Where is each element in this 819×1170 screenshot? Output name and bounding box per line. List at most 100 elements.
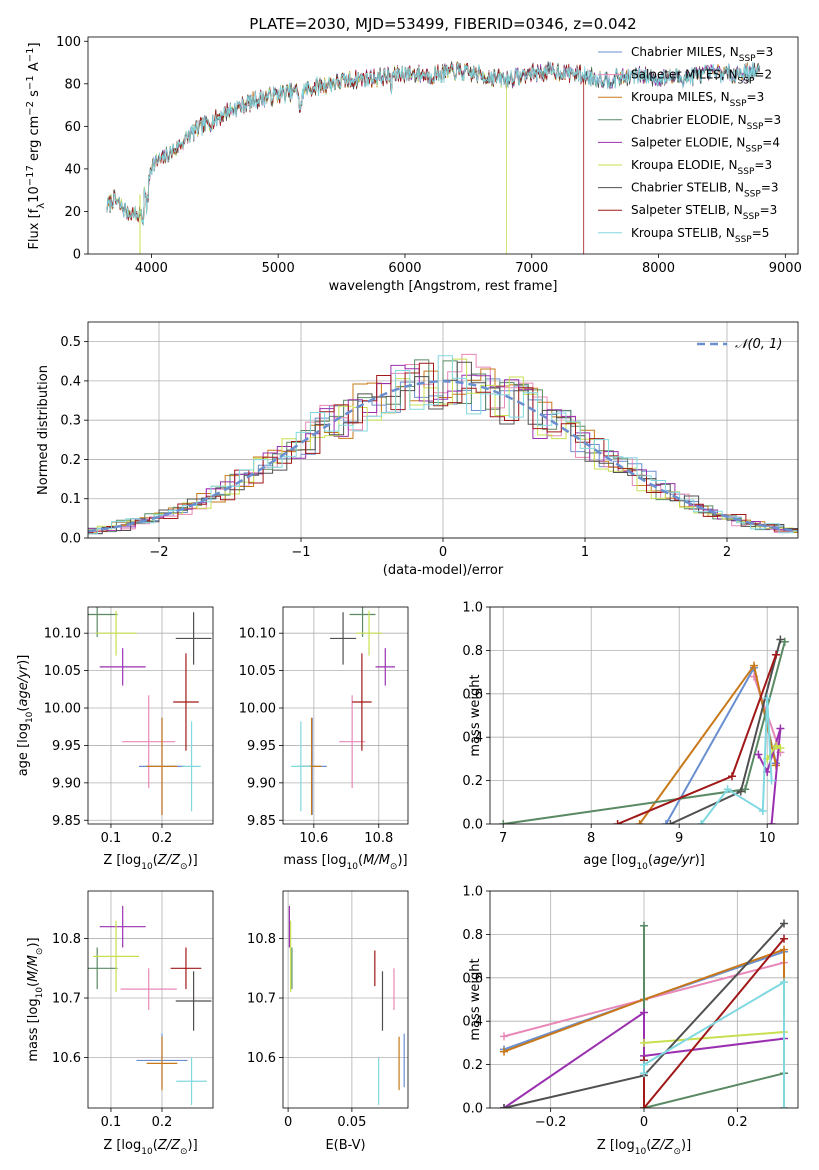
x-tick-label: 9 [675, 831, 683, 846]
label-part: Z/Z [157, 853, 181, 868]
weight-marker [500, 1104, 508, 1108]
y-tick-label: 10.8 [247, 932, 276, 947]
weight-marker [780, 934, 788, 943]
weight-marker [776, 635, 785, 644]
y-tick-label: 10.6 [52, 1051, 81, 1066]
y-tick-label: 0.6 [462, 971, 483, 986]
y-tick-label: 1.0 [462, 885, 483, 900]
y-tick-label: 9.85 [247, 814, 276, 829]
weight-marker [499, 820, 508, 824]
weight-marker [640, 1008, 648, 1017]
plot-area [500, 919, 788, 1108]
y-tick-label: 10.7 [247, 992, 276, 1007]
weight-marker [758, 806, 767, 815]
weight-marker [767, 776, 776, 785]
x-tick-label: −0.2 [535, 1115, 567, 1130]
weight-line [643, 980, 785, 1108]
label-part: s [27, 90, 42, 101]
gaussian-curve [88, 380, 798, 533]
weight-marker [780, 637, 789, 646]
label-part: Z/Z [650, 1138, 674, 1153]
weight-marker [723, 785, 732, 794]
plot-area [106, 60, 761, 254]
weight-marker [780, 1104, 788, 1108]
y-axis-label: age [log10(age/yr)] [16, 655, 35, 777]
axes-frame [87, 321, 799, 539]
weight-marker [662, 820, 670, 824]
legend-sub: SSP [739, 54, 756, 64]
legend-label: Kroupa STELIB, N [631, 226, 735, 240]
x-axis-label: wavelength [Angstrom, rest frame] [329, 279, 558, 294]
legend-entry: Kroupa ELODIE, NSSP=3 [631, 158, 772, 177]
histogram-step [88, 361, 798, 536]
label-part: ( [153, 1138, 158, 1153]
axes-frame [282, 606, 409, 825]
label-part: −1 [25, 48, 36, 63]
legend-count: =3 [756, 45, 774, 59]
legend-label: Chabrier MILES, N [631, 45, 739, 59]
y-tick-label: 0.5 [60, 335, 81, 350]
label-part: ⊙ [180, 862, 188, 872]
plot-area [88, 905, 212, 1106]
y-tick-label: 9.95 [52, 739, 81, 754]
weight-marker [736, 787, 745, 796]
label-part: )] [26, 937, 41, 947]
weight-marker [500, 1032, 508, 1041]
plot-area [291, 607, 396, 816]
weight-marker [640, 1060, 648, 1069]
weight-line [643, 1031, 785, 1044]
label-part: )] [695, 853, 705, 868]
label-part: age [log [16, 723, 31, 776]
label-part: ⊙ [673, 1147, 681, 1157]
y-tick-label: 10.6 [247, 1051, 276, 1066]
legend-entry: Salpeter STELIB, NSSP=3 [631, 203, 777, 222]
y-tick-label: 0.1 [60, 492, 81, 507]
x-tick-label: 0 [439, 545, 447, 560]
weight-line [638, 663, 777, 824]
y-tick-label: 10.7 [52, 992, 81, 1007]
weight-marker [728, 772, 736, 781]
label-part: −1 [25, 75, 36, 90]
weight-marker [500, 1047, 508, 1056]
legend-sub: SSP [744, 190, 761, 200]
y-tick-label: 0.4 [462, 1015, 483, 1030]
label-part: Z [log [103, 853, 141, 868]
x-axis-label: age [log10(age/yr)] [583, 853, 705, 872]
y-tick-label: 0.8 [462, 928, 483, 943]
x-tick-label: 8 [587, 831, 595, 846]
y-axis-label: mass weight [468, 674, 483, 756]
axes-7: 0 0.05 10.6 10.7 10.8 E(B-V) [247, 890, 409, 1153]
legend-count: =3 [761, 181, 779, 195]
x-tick-label: −2 [149, 545, 168, 560]
axes-8: −0.2 0 0.2 0.0 0.2 0.4 0.6 0.8 1.0 Z [log10(Z/Z⊙)… [462, 885, 799, 1157]
weight-marker [780, 978, 788, 987]
label-part: λ [36, 203, 47, 209]
label-part: )] [188, 853, 198, 868]
x-axis-label: (data-model)/error [383, 563, 504, 578]
axes-1: 4000 5000 6000 7000 8000 9000 0 20 40 60 80 100 wave… [25, 35, 802, 294]
legend-entry: Salpeter ELODIE, NSSP=4 [631, 135, 780, 154]
label-part: ⊙ [180, 1147, 188, 1157]
y-tick-label: 0.2 [462, 1058, 483, 1073]
y-axis-label: mass [log10(M/M⊙)] [26, 937, 45, 1061]
y-axis-label: Normed distribution [36, 365, 51, 495]
label-part: ⊙ [390, 862, 398, 872]
label-part: mass [log [26, 998, 41, 1061]
x-tick-label: 0 [284, 1115, 292, 1130]
x-axis-label: mass [log10(M/M⊙)] [283, 853, 407, 872]
weight-marker [776, 744, 785, 753]
axes-frame [87, 890, 214, 1109]
y-tick-label: 0.3 [60, 414, 81, 429]
weight-marker [750, 661, 758, 670]
label-part: ( [646, 1138, 651, 1153]
legend-entry: Chabrier STELIB, NSSP=3 [631, 181, 779, 200]
x-axis-label: Z [log10(Z/Z⊙)] [103, 1138, 197, 1157]
y-tick-label: 20 [64, 205, 81, 220]
legend-count: =3 [747, 90, 765, 104]
legend-label: Salpeter ELODIE, N [631, 135, 745, 149]
legend-label: Salpeter MILES, N [631, 68, 738, 82]
x-tick-label: 6000 [388, 261, 421, 276]
label-part: ( [26, 982, 41, 987]
label-part: 10 [635, 1147, 647, 1157]
axes-frame [87, 36, 799, 255]
